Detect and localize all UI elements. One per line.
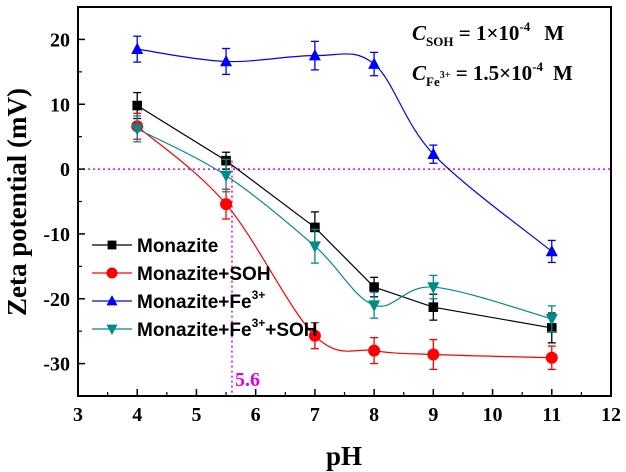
data-point <box>220 170 233 183</box>
data-point <box>220 54 233 67</box>
y-tick-label: 20 <box>50 29 70 51</box>
data-point <box>131 42 144 54</box>
legend-marker <box>106 267 118 279</box>
legend-label: Monazite+Fe3+ <box>137 288 265 313</box>
data-point <box>308 241 321 253</box>
data-point <box>368 300 381 312</box>
series-line <box>136 125 552 359</box>
data-point <box>545 244 558 257</box>
data-point <box>308 49 321 61</box>
x-tick-label: 8 <box>369 404 379 426</box>
legend-marker <box>106 324 118 336</box>
concentration-soh-annotation: CSOH = 1×10-4 M <box>412 19 564 49</box>
ph-5.6-label: 5.6 <box>235 369 260 391</box>
x-axis-title: pH <box>326 441 362 471</box>
y-tick-label: 10 <box>50 94 70 116</box>
data-point <box>220 198 233 211</box>
series-layer <box>131 35 558 371</box>
data-point <box>132 100 143 111</box>
series-line <box>136 128 552 320</box>
x-tick-label: 7 <box>310 404 320 426</box>
y-axis-title: Zeta potential (mV) <box>2 88 32 316</box>
y-tick-label: -30 <box>43 354 70 376</box>
data-point <box>369 282 379 292</box>
x-tick-label: 6 <box>251 404 261 426</box>
x-tick-label: 10 <box>483 404 503 426</box>
concentration-fe-annotation: CFe3+ = 1.5×10-4 M <box>412 59 573 89</box>
x-tick-label: 12 <box>601 404 621 426</box>
data-point <box>545 314 558 326</box>
legend-marker <box>107 240 117 250</box>
data-point <box>368 57 381 69</box>
series-monazite-fe3- <box>131 35 558 264</box>
series-line <box>136 105 552 329</box>
series-line <box>137 48 553 252</box>
x-axis: 3 4 5 6 7 8 9 10 11 12 <box>73 389 621 426</box>
data-point <box>427 147 440 159</box>
y-axis: 20 10 0 -10 -20 -30 <box>43 6 85 376</box>
legend-label: Monazite+Fe3++SOH <box>137 316 318 341</box>
data-point <box>545 351 558 364</box>
x-tick-label: 4 <box>132 404 142 426</box>
x-tick-label: 9 <box>428 404 438 426</box>
data-point <box>427 348 440 361</box>
data-point <box>427 282 440 294</box>
y-tick-label: 0 <box>60 159 70 181</box>
data-point <box>310 222 320 233</box>
data-point <box>131 124 144 136</box>
y-tick-label: -10 <box>43 224 70 246</box>
data-point <box>368 344 381 357</box>
data-point <box>428 302 439 312</box>
data-point <box>308 329 321 342</box>
legend-label: Monazite <box>137 236 218 257</box>
x-tick-label: 3 <box>73 404 83 426</box>
legend-label: Monazite+SOH <box>137 264 271 285</box>
legend-marker <box>106 294 118 306</box>
series-monazite-fe3-soh <box>131 115 558 333</box>
y-tick-label: -20 <box>43 289 70 311</box>
legend: Monazite Monazite+SOH Monazite+Fe3+ Monazit… <box>92 236 318 341</box>
x-tick-label: 5 <box>191 404 201 426</box>
x-tick-label: 11 <box>542 404 561 426</box>
